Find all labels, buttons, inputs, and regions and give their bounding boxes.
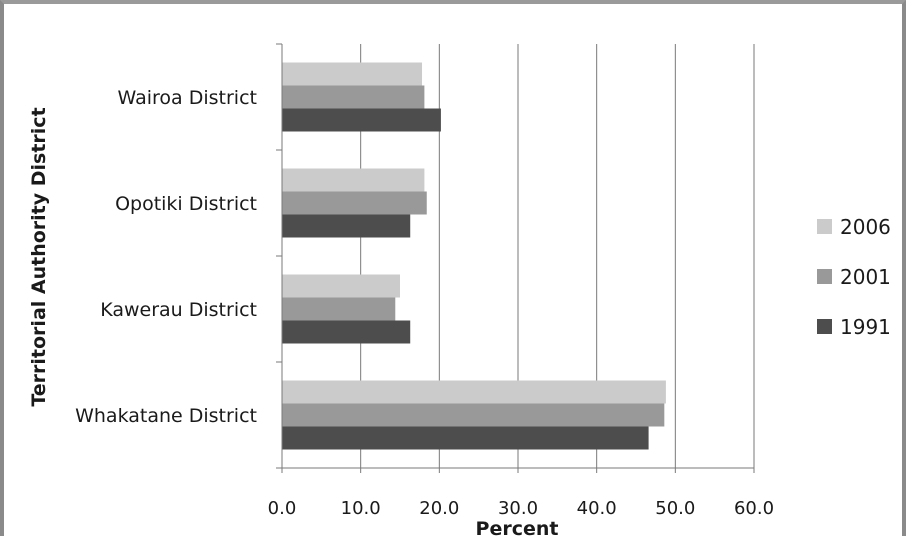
x-tick-label: 30.0 bbox=[498, 498, 538, 519]
bar-2006-wairoa-district bbox=[282, 62, 423, 86]
legend-label: 2001 bbox=[840, 265, 891, 289]
x-tick-label: 20.0 bbox=[419, 498, 459, 519]
x-tick-label: 50.0 bbox=[655, 498, 695, 519]
legend-label: 1991 bbox=[840, 315, 891, 339]
bar-2001-opotiki-district bbox=[282, 191, 427, 215]
bar-2006-whakatane-district bbox=[282, 380, 666, 404]
x-tick-label: 0.0 bbox=[268, 498, 297, 519]
y-axis-title: Territorial Authority District bbox=[28, 107, 50, 406]
bar-1991-opotiki-district bbox=[282, 214, 411, 238]
bar-chart: 0.0 10.0 20.0 30.0 40.0 50.0 60.0 Wairoa Distri… bbox=[28, 43, 891, 540]
bar-1991-whakatane-district bbox=[282, 426, 649, 450]
category-label: Wairoa District bbox=[118, 87, 257, 109]
category-label: Whakatane District bbox=[75, 405, 257, 427]
category-label: Opotiki District bbox=[115, 193, 257, 215]
bar-2006-opotiki-district bbox=[282, 168, 425, 192]
bar-1991-wairoa-district bbox=[282, 108, 441, 132]
x-axis-title: Percent bbox=[476, 518, 559, 540]
bar-2001-whakatane-district bbox=[282, 403, 665, 427]
bar-2001-kawerau-district bbox=[282, 297, 396, 321]
x-tick-label: 60.0 bbox=[734, 498, 774, 519]
bar-1991-kawerau-district bbox=[282, 320, 411, 344]
legend-swatch bbox=[817, 219, 832, 234]
x-tick-label: 40.0 bbox=[577, 498, 617, 519]
legend-swatch bbox=[817, 269, 832, 284]
bar-2006-kawerau-district bbox=[282, 274, 400, 298]
x-tick-label: 10.0 bbox=[341, 498, 381, 519]
legend-label: 2006 bbox=[840, 215, 891, 239]
legend-swatch bbox=[817, 319, 832, 334]
bar-2001-wairoa-district bbox=[282, 85, 425, 109]
category-label: Kawerau District bbox=[100, 299, 257, 321]
